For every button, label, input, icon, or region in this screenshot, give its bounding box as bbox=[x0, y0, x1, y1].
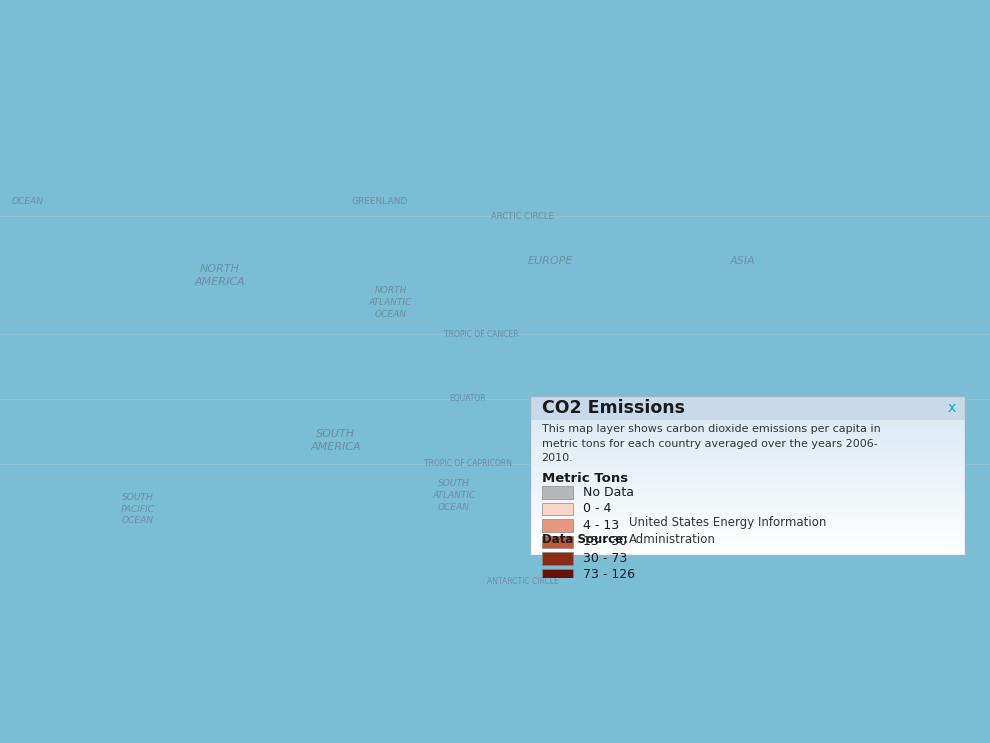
Bar bbox=[530, 542, 965, 545]
Bar bbox=[542, 519, 573, 531]
Text: Data Source:: Data Source: bbox=[542, 533, 628, 546]
Text: SOUTH
AMERICA: SOUTH AMERICA bbox=[310, 429, 360, 452]
Bar bbox=[542, 552, 573, 565]
Bar bbox=[530, 483, 965, 486]
Text: x: x bbox=[947, 401, 955, 415]
Bar bbox=[530, 488, 965, 492]
Text: TROPIC OF CAPRICORN: TROPIC OF CAPRICORN bbox=[424, 459, 512, 468]
Bar bbox=[530, 528, 965, 531]
Bar bbox=[530, 518, 965, 521]
Text: United States Energy Information
Administration: United States Energy Information Adminis… bbox=[629, 516, 826, 546]
Bar bbox=[530, 446, 965, 450]
Bar bbox=[530, 499, 965, 502]
Text: ARCTIC CIRCLE: ARCTIC CIRCLE bbox=[491, 212, 553, 221]
Bar bbox=[530, 435, 965, 438]
Bar bbox=[530, 401, 965, 404]
Bar bbox=[530, 523, 965, 526]
Text: 13 - 30: 13 - 30 bbox=[583, 536, 628, 548]
Bar bbox=[530, 396, 965, 421]
Bar bbox=[530, 520, 965, 523]
Bar bbox=[530, 452, 965, 455]
Bar bbox=[530, 462, 965, 465]
Text: ASIA: ASIA bbox=[730, 256, 755, 267]
Bar bbox=[530, 441, 965, 444]
Text: EUROPE: EUROPE bbox=[528, 256, 572, 267]
Bar bbox=[530, 473, 965, 476]
Bar bbox=[530, 417, 965, 420]
Bar bbox=[530, 547, 965, 550]
Bar bbox=[530, 531, 965, 534]
Text: No Data: No Data bbox=[583, 486, 635, 499]
Bar bbox=[530, 396, 965, 555]
Bar bbox=[530, 403, 965, 407]
Bar bbox=[530, 433, 965, 436]
Bar bbox=[530, 544, 965, 547]
Bar bbox=[530, 515, 965, 518]
Bar bbox=[530, 536, 965, 539]
Bar bbox=[530, 467, 965, 470]
Text: NORTH
ATLANTIC
OCEAN: NORTH ATLANTIC OCEAN bbox=[369, 287, 412, 319]
Bar bbox=[530, 454, 965, 457]
Bar bbox=[542, 568, 573, 581]
Bar bbox=[530, 415, 965, 418]
Text: 30 - 73: 30 - 73 bbox=[583, 552, 628, 565]
Bar bbox=[530, 491, 965, 494]
Bar bbox=[542, 503, 573, 515]
Bar bbox=[530, 539, 965, 542]
Bar bbox=[530, 481, 965, 484]
Bar bbox=[530, 422, 965, 425]
Bar bbox=[542, 536, 573, 548]
Text: This map layer shows carbon dioxide emissions per capita in
metric tons for each: This map layer shows carbon dioxide emis… bbox=[542, 424, 880, 463]
Bar bbox=[530, 444, 965, 447]
Bar bbox=[530, 507, 965, 510]
Text: TROPIC OF CANCER: TROPIC OF CANCER bbox=[444, 330, 519, 339]
Bar bbox=[530, 430, 965, 433]
Bar bbox=[530, 406, 965, 409]
Bar bbox=[530, 409, 965, 412]
Bar bbox=[530, 464, 965, 467]
Text: ANTARCTIC CIRCLE: ANTARCTIC CIRCLE bbox=[487, 577, 558, 586]
Text: OCEAN: OCEAN bbox=[12, 196, 44, 206]
Bar bbox=[530, 470, 965, 473]
Bar bbox=[530, 478, 965, 481]
Bar bbox=[530, 420, 965, 423]
Text: EQUATOR: EQUATOR bbox=[449, 395, 486, 403]
Bar bbox=[530, 502, 965, 504]
Bar bbox=[530, 449, 965, 452]
Bar bbox=[530, 504, 965, 507]
Text: SOUTH
ATLANTIC
OCEAN: SOUTH ATLANTIC OCEAN bbox=[432, 479, 475, 511]
Text: 73 - 126: 73 - 126 bbox=[583, 568, 636, 581]
Bar bbox=[530, 494, 965, 497]
Text: SOUTH
PACIFIC
OCEAN: SOUTH PACIFIC OCEAN bbox=[121, 493, 154, 525]
Bar bbox=[530, 476, 965, 478]
Bar bbox=[530, 425, 965, 428]
Bar bbox=[530, 398, 965, 401]
Bar bbox=[530, 396, 965, 399]
Text: CO2 Emissions: CO2 Emissions bbox=[542, 399, 684, 418]
Bar bbox=[530, 459, 965, 462]
Bar bbox=[542, 486, 573, 499]
Text: 4 - 13: 4 - 13 bbox=[583, 519, 619, 532]
Bar bbox=[530, 513, 965, 516]
Text: Metric Tons: Metric Tons bbox=[542, 472, 628, 484]
Text: GREENLAND: GREENLAND bbox=[351, 196, 408, 206]
Bar bbox=[530, 533, 965, 536]
Bar bbox=[530, 496, 965, 499]
Bar bbox=[530, 549, 965, 552]
Bar bbox=[530, 428, 965, 431]
Bar bbox=[530, 438, 965, 441]
Bar bbox=[530, 510, 965, 513]
Bar bbox=[530, 457, 965, 460]
Bar bbox=[530, 486, 965, 489]
Text: 0 - 4: 0 - 4 bbox=[583, 502, 612, 516]
Text: NORTH
AMERICA: NORTH AMERICA bbox=[195, 264, 246, 287]
Bar bbox=[530, 525, 965, 528]
Bar bbox=[530, 412, 965, 415]
Bar bbox=[530, 552, 965, 555]
